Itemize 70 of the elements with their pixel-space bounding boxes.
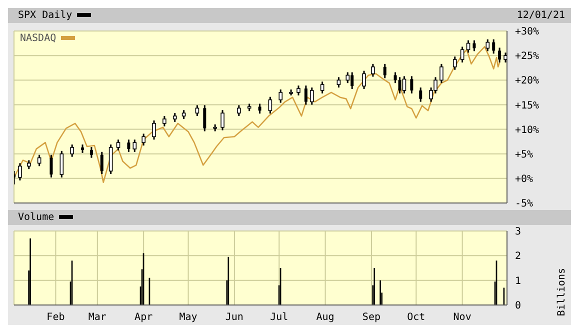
y-tick-label: +25%	[515, 51, 540, 62]
candlestick	[18, 162, 22, 182]
candlestick	[371, 63, 375, 78]
candlestick	[440, 63, 444, 84]
candlestick	[220, 109, 224, 132]
candlestick	[50, 154, 53, 178]
candlestick	[466, 40, 470, 54]
x-tick-label: Feb	[46, 312, 65, 324]
candlestick	[383, 63, 386, 79]
candlestick	[346, 72, 350, 84]
x-tick-label: Oct	[407, 312, 426, 324]
y-tick-label: +15%	[515, 100, 540, 112]
candlestick	[336, 76, 341, 88]
candlestick	[237, 104, 241, 117]
x-tick-label: Jun	[225, 312, 244, 324]
candlestick	[304, 84, 308, 106]
x-tick-label: Sep	[362, 312, 380, 324]
candlestick	[460, 46, 464, 64]
candlestick	[452, 56, 457, 71]
candlestick	[472, 40, 476, 52]
candlestick	[60, 150, 64, 178]
x-tick-label: Apr	[134, 312, 153, 324]
candlestick	[362, 70, 366, 90]
y-tick-label: +5%	[515, 149, 534, 160]
candlestick	[492, 38, 496, 54]
x-tick-label: Nov	[453, 312, 472, 324]
candlestick	[127, 138, 130, 153]
candlestick	[410, 75, 414, 94]
candlestick	[268, 96, 272, 114]
y-tick-label: 0	[515, 300, 522, 312]
x-tick-label: May	[179, 312, 198, 324]
candlestick	[419, 86, 422, 103]
candlestick	[116, 138, 120, 152]
candlestick	[394, 72, 397, 84]
candlestick	[486, 38, 490, 52]
y-axis-title: Billions	[556, 268, 568, 316]
candlestick	[402, 75, 406, 94]
candlestick	[195, 104, 200, 117]
candlestick	[278, 88, 283, 104]
y-tick-label: 3	[515, 226, 522, 238]
candlestick	[100, 151, 104, 175]
legend-label: Volume	[18, 211, 56, 225]
candlestick	[142, 132, 146, 146]
candlestick	[498, 46, 502, 64]
candlestick	[70, 144, 74, 158]
text: 12/01/21	[516, 9, 565, 23]
y-tick-label: 2	[515, 251, 522, 262]
candlestick	[296, 84, 300, 96]
candlestick	[320, 80, 324, 94]
candlestick	[310, 86, 314, 106]
candlestick	[132, 138, 137, 153]
x-tick-label: Jul	[270, 312, 288, 324]
x-tick-label: Aug	[316, 312, 334, 324]
candlestick	[108, 144, 113, 175]
legend-label: SPX Daily	[18, 9, 74, 23]
y-tick-label: 1	[515, 276, 522, 287]
y-tick-label: -5%	[515, 198, 534, 210]
candlestick	[162, 115, 166, 128]
y-tick-label: +30%	[515, 26, 540, 38]
x-tick-label: Mar	[88, 312, 106, 324]
y-tick-label: +0%	[515, 174, 534, 185]
candlestick	[203, 104, 206, 132]
candlestick	[90, 146, 93, 159]
y-tick-label: +10%	[515, 124, 540, 136]
candlestick	[504, 52, 507, 64]
candlestick	[152, 120, 156, 140]
candlestick	[37, 154, 42, 167]
y-tick-label: +20%	[515, 76, 540, 87]
legend-label: NASDAQ	[20, 33, 58, 44]
candlestick	[258, 102, 262, 114]
